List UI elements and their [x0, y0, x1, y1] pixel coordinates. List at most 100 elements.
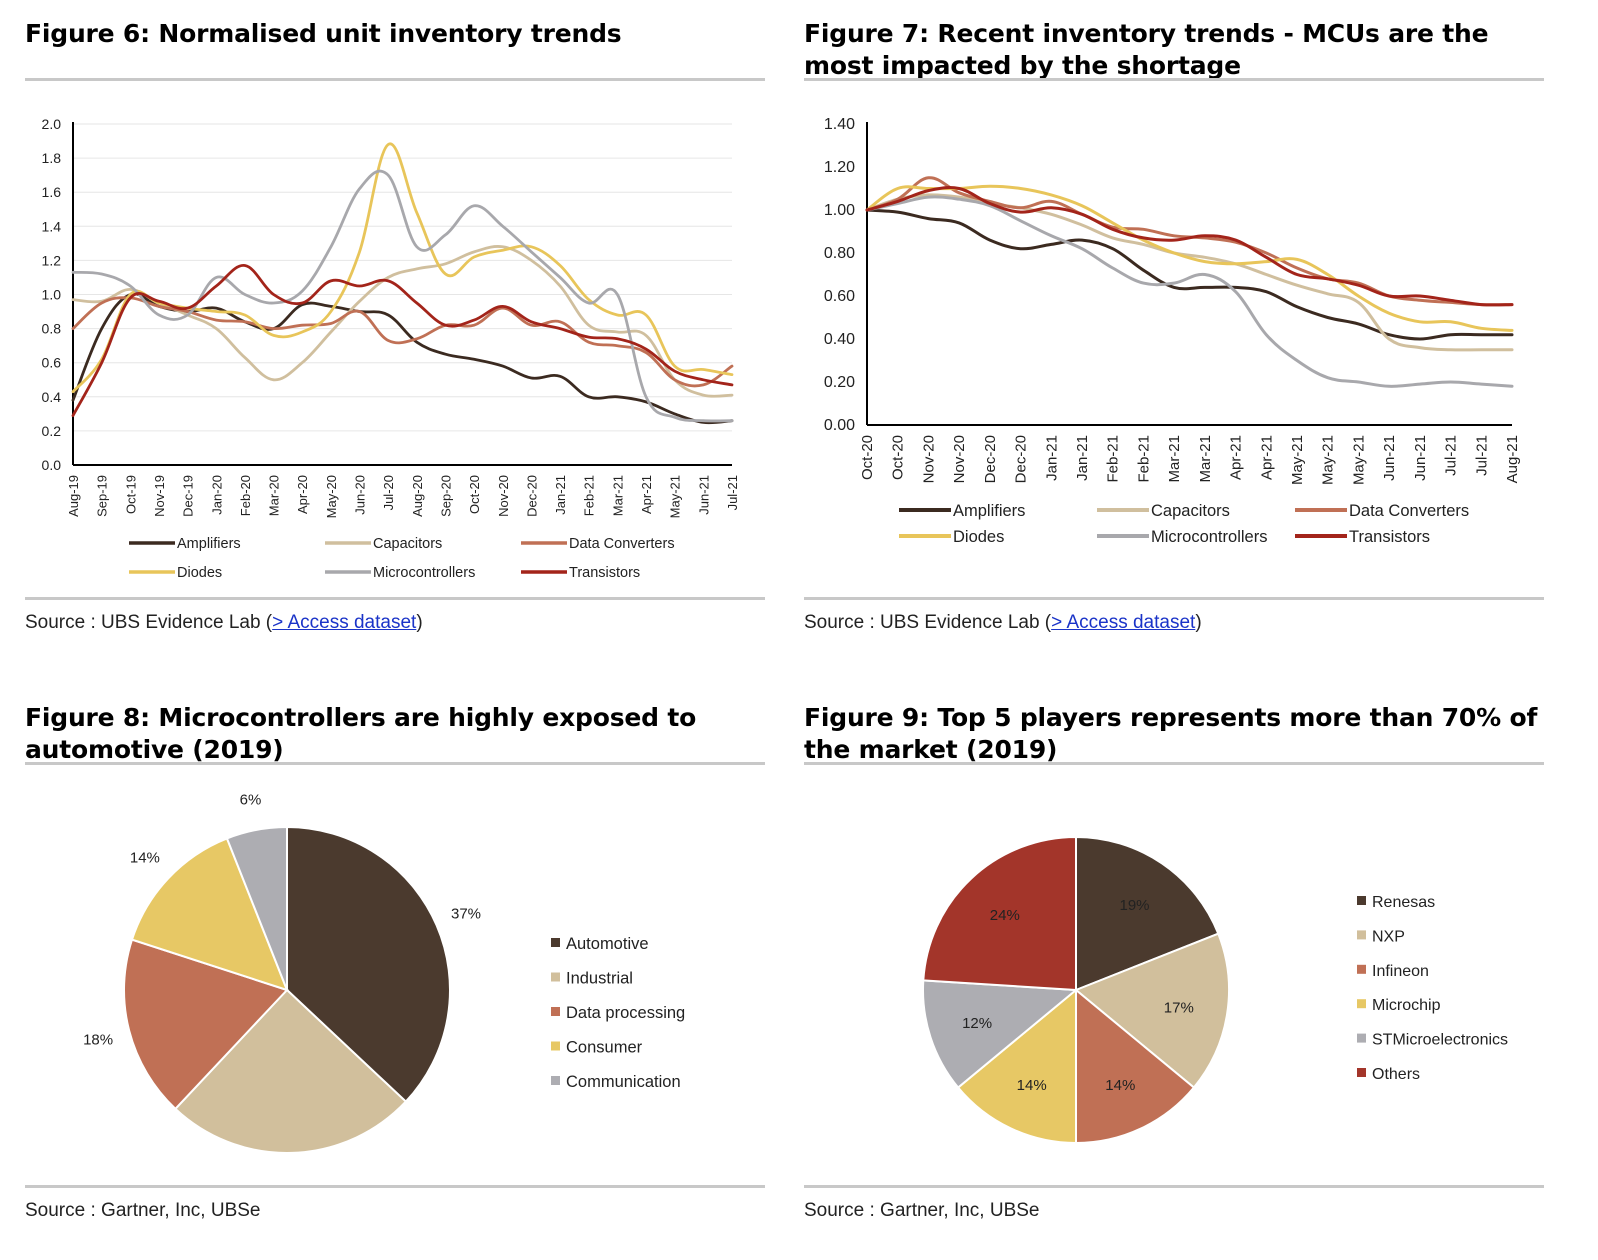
x-tick-label: Nov-20: [920, 435, 937, 483]
pie-data-label: 12%: [962, 1015, 992, 1032]
pie-slice-stmicroelectronics: [921, 979, 1079, 1089]
legend-label-capacitors: Capacitors: [1151, 502, 1230, 520]
chart-legend: Amplifiers Capacitors Data Converters Diode…: [129, 536, 675, 581]
x-tick-label: Dec-20: [524, 475, 539, 517]
figure-7-panel: Figure 7: Recent inventory trends - MCUs…: [804, 18, 1544, 638]
x-tick-label: Jan-21: [1043, 435, 1060, 481]
figure-6-source-prefix: Source : UBS Evidence Lab (: [25, 612, 273, 633]
figure-6-panel: Figure 6: Normalised unit inventory tren…: [25, 18, 765, 638]
legend-label-stmicroelectronics: STMicroelectronics: [1372, 1032, 1508, 1049]
x-tick-label: Nov-19: [152, 475, 167, 517]
figure-9-bottom-rule: [804, 1185, 1544, 1188]
figure-9-top-rule: [804, 762, 1544, 765]
x-tick-label: Apr-20: [295, 475, 310, 514]
x-tick-label: Apr-21: [1258, 435, 1275, 480]
figure-6-chart: 0.0 0.2 0.4 0.6 0.8 1.0 1.2 1.4 1.6 1.8 2.0 Aug-19 S…: [42, 116, 740, 581]
x-tick-label: Mar-21: [1166, 435, 1183, 483]
chart-legend: Renesas NXP Infineon Microchip STMicroelectr…: [1357, 894, 1508, 1083]
x-tick-label: May-21: [1289, 435, 1306, 485]
figure-6-top-rule: [25, 78, 765, 81]
legend-swatch-data-processing: [551, 1007, 560, 1016]
figure-9-source: Source : Gartner, Inc, UBSe: [804, 1200, 1040, 1221]
x-tick-label: Dec-20: [1013, 435, 1030, 483]
series-line-capacitors: [71, 245, 734, 398]
y-tick-label: 0.00: [824, 417, 855, 434]
y-tick-label: 0.6: [42, 355, 62, 371]
figure-7-bottom-rule: [804, 597, 1544, 600]
x-tick-label: Oct-19: [123, 475, 138, 514]
legend-label-data-processing: Data processing: [566, 1004, 685, 1022]
legend-swatch-others: [1357, 1068, 1366, 1077]
legend-label-data-converters: Data Converters: [1349, 502, 1469, 520]
x-tick-label: May-20: [324, 475, 339, 518]
pie-data-label: 14%: [130, 850, 160, 867]
legend-label-capacitors: Capacitors: [373, 536, 442, 552]
y-tick-label: 1.20: [824, 159, 855, 176]
access-dataset-link[interactable]: > Access dataset: [272, 612, 417, 633]
pie-data-label: 25%: [278, 1178, 308, 1180]
figure-8-title: Figure 8: Microcontrollers are highly ex…: [25, 703, 697, 764]
legend-label-amplifiers: Amplifiers: [177, 536, 241, 552]
y-tick-label: 0.80: [824, 245, 855, 262]
x-tick-label: Aug-21: [1504, 435, 1521, 483]
x-tick-label: Oct-20: [859, 435, 876, 480]
pie-slice-industrial: [174, 988, 408, 1154]
y-tick-label: 0.4: [42, 389, 62, 405]
x-tick-label: Oct-20: [467, 475, 482, 514]
x-tick-label: Jun-21: [1381, 435, 1398, 481]
figure-7-source-suffix: ): [1195, 612, 1202, 633]
legend-swatch-renesas: [1357, 896, 1366, 905]
series-line-capacitors: [865, 193, 1514, 352]
chart-legend: Automotive Industrial Data processing Consu…: [551, 935, 685, 1091]
chart-legend: Amplifiers Capacitors Data Converters Diode…: [899, 502, 1469, 546]
pie-slice-infineon: [1075, 987, 1196, 1145]
access-dataset-link[interactable]: > Access dataset: [1051, 612, 1196, 633]
x-tick-label: Sep-19: [95, 475, 110, 517]
x-tick-label: Apr-21: [1228, 435, 1245, 480]
x-tick-label: Jun-21: [696, 475, 711, 515]
pie-data-label: 18%: [83, 1032, 113, 1049]
x-tick-label: Sep-20: [439, 475, 454, 517]
legend-label-infineon: Infineon: [1372, 963, 1429, 980]
legend-label-amplifiers: Amplifiers: [953, 502, 1025, 520]
x-tick-label: Nov-20: [951, 435, 968, 483]
legend-label-microcontrollers: Microcontrollers: [373, 565, 475, 581]
x-tick-label: Aug-20: [410, 475, 425, 517]
x-tick-label: Jan-21: [1074, 435, 1091, 481]
x-tick-label: Aug-19: [66, 475, 81, 517]
pie-slice-consumer: [130, 837, 289, 992]
y-tick-label: 0.8: [42, 321, 62, 337]
x-tick-label: Jun-21: [1412, 435, 1429, 481]
legend-label-communication: Communication: [566, 1073, 681, 1091]
figure-7-title: Figure 7: Recent inventory trends - MCUs…: [804, 19, 1489, 80]
x-tick-label: Jul-21: [725, 475, 740, 510]
legend-label-microcontrollers: Microcontrollers: [1151, 528, 1267, 546]
pie-slice-renesas: [1075, 835, 1220, 992]
y-tick-label: 2.0: [42, 116, 62, 132]
figure-9-panel: Figure 9: Top 5 players represents more …: [804, 702, 1544, 1242]
legend-swatch-microchip: [1357, 999, 1366, 1009]
pie-data-label: 14%: [1017, 1077, 1047, 1094]
y-tick-label: 0.2: [42, 423, 62, 439]
legend-label-diodes: Diodes: [953, 528, 1004, 546]
x-tick-label: Jun-20: [353, 475, 368, 515]
legend-label-renesas: Renesas: [1372, 894, 1435, 911]
y-tick-label: 1.0: [42, 287, 62, 303]
figure-8-top-rule: [25, 762, 765, 765]
x-tick-label: Feb-21: [1135, 435, 1152, 483]
pie-slice-data-processing: [123, 938, 289, 1111]
pie-slice-nxp: [1074, 932, 1230, 1089]
x-tick-label: Jul-20: [381, 475, 396, 510]
figure-6-source: Source : UBS Evidence Lab (> Access data…: [25, 612, 423, 634]
series-line-diodes: [865, 184, 1514, 332]
x-tick-label: Jan-21: [553, 475, 568, 515]
chart-axes: 0.00 0.20 0.40 0.60 0.80 1.00 1.20 1.40 Oct-20 Oc…: [824, 116, 1521, 485]
y-tick-label: 0.0: [42, 457, 62, 473]
legend-swatch-infineon: [1357, 964, 1366, 974]
figure-7-chart: 0.00 0.20 0.40 0.60 0.80 1.00 1.20 1.40 Oct-20 Oc…: [824, 116, 1521, 546]
y-tick-label: 0.20: [824, 374, 855, 391]
series-line-transistors: [71, 264, 734, 417]
pie-slice-microchip: [956, 987, 1077, 1145]
x-tick-label: May-21: [668, 475, 683, 518]
x-tick-label: Feb-21: [582, 475, 597, 516]
